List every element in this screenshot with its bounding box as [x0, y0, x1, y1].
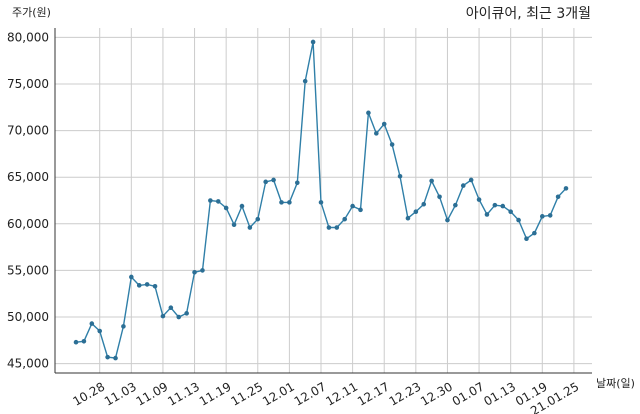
y-tick-label: 55,000	[7, 263, 49, 277]
data-point	[547, 213, 553, 218]
data-point	[294, 180, 300, 186]
data-point	[437, 194, 442, 200]
x-tick-label: 12.11	[323, 379, 360, 408]
data-point	[358, 207, 363, 213]
y-tick-label: 45,000	[7, 357, 49, 371]
data-point	[389, 142, 395, 147]
data-point	[97, 328, 103, 334]
data-point	[492, 202, 498, 208]
data-point	[484, 212, 490, 217]
x-tick-label: 12.17	[355, 379, 392, 408]
y-tick-label: 50,000	[7, 310, 49, 324]
data-point	[184, 311, 189, 316]
data-point	[168, 305, 174, 311]
data-point	[73, 339, 79, 345]
data-point	[81, 338, 87, 344]
data-points	[73, 39, 569, 361]
x-tick-label: 12.07	[292, 379, 329, 408]
data-point	[129, 274, 134, 280]
data-point	[421, 201, 427, 207]
data-point	[144, 282, 150, 287]
data-point	[405, 215, 411, 221]
data-point	[192, 269, 197, 275]
data-point	[366, 110, 371, 116]
x-tick-label: 12.23	[387, 379, 424, 408]
data-point	[223, 205, 229, 211]
x-tick-label: 11.03	[102, 379, 139, 408]
y-tick-label: 60,000	[7, 217, 49, 231]
data-point	[160, 313, 166, 319]
data-point	[200, 268, 205, 273]
chart-title: 아이큐어, 최근 3개월	[466, 6, 591, 22]
data-point	[342, 216, 348, 222]
data-point	[287, 200, 292, 205]
data-point	[208, 198, 213, 203]
data-point	[239, 203, 245, 209]
data-point	[563, 186, 569, 191]
data-point	[136, 283, 142, 288]
data-point	[516, 217, 521, 223]
data-point	[152, 283, 158, 289]
data-point	[334, 225, 340, 230]
data-point	[476, 197, 482, 202]
data-point	[429, 178, 434, 184]
data-point	[176, 314, 182, 320]
data-point	[460, 183, 466, 188]
data-point	[468, 177, 474, 183]
data-point	[215, 199, 221, 204]
y-tick-label: 75,000	[7, 77, 49, 91]
x-axis-label: 날짜(일)	[596, 376, 635, 390]
data-point	[524, 236, 529, 242]
x-tick-labels: 10.2811.0311.0911.1311.1911.2512.0112.07…	[70, 379, 581, 414]
data-point	[500, 203, 506, 209]
data-point	[532, 230, 537, 236]
data-point	[263, 179, 268, 185]
y-tick-label: 65,000	[7, 170, 49, 184]
data-point	[105, 354, 110, 360]
data-point	[255, 216, 261, 222]
x-tick-label: 11.13	[165, 379, 202, 408]
data-point	[555, 194, 561, 200]
y-tick-label: 80,000	[7, 30, 49, 44]
data-point	[445, 217, 450, 223]
data-point	[302, 78, 308, 84]
axes	[54, 28, 592, 374]
data-point	[374, 131, 379, 136]
data-point	[247, 225, 253, 230]
x-tick-label: 11.25	[229, 379, 266, 408]
y-tick-label: 70,000	[7, 124, 49, 138]
x-tick-label: 10.28	[70, 379, 107, 408]
x-tick-label: 01.13	[481, 379, 518, 408]
x-tick-label: 11.09	[134, 379, 171, 408]
data-point	[310, 39, 316, 45]
data-point	[508, 209, 513, 214]
x-tick-label: 12.30	[418, 379, 455, 408]
data-point	[350, 203, 355, 209]
grid-lines	[55, 28, 592, 373]
data-point	[539, 214, 545, 219]
x-tick-label: 11.19	[197, 379, 234, 408]
data-point	[121, 324, 126, 329]
data-point	[413, 209, 419, 214]
data-point	[453, 202, 458, 208]
data-point	[279, 200, 284, 205]
y-tick-labels: 45,000 50,000 55,000 60,000 65,000 70,000 75,0…	[7, 30, 49, 370]
y-axis-label: 주가(원)	[12, 6, 51, 19]
data-point	[113, 355, 118, 361]
x-tick-label: 01.07	[450, 379, 487, 408]
data-point	[381, 121, 387, 127]
data-point	[271, 177, 276, 183]
data-point	[318, 200, 324, 205]
data-point	[89, 321, 95, 326]
data-point	[326, 225, 332, 230]
data-point	[397, 173, 403, 179]
x-tick-label: 12.01	[260, 379, 297, 408]
data-point	[231, 222, 237, 228]
